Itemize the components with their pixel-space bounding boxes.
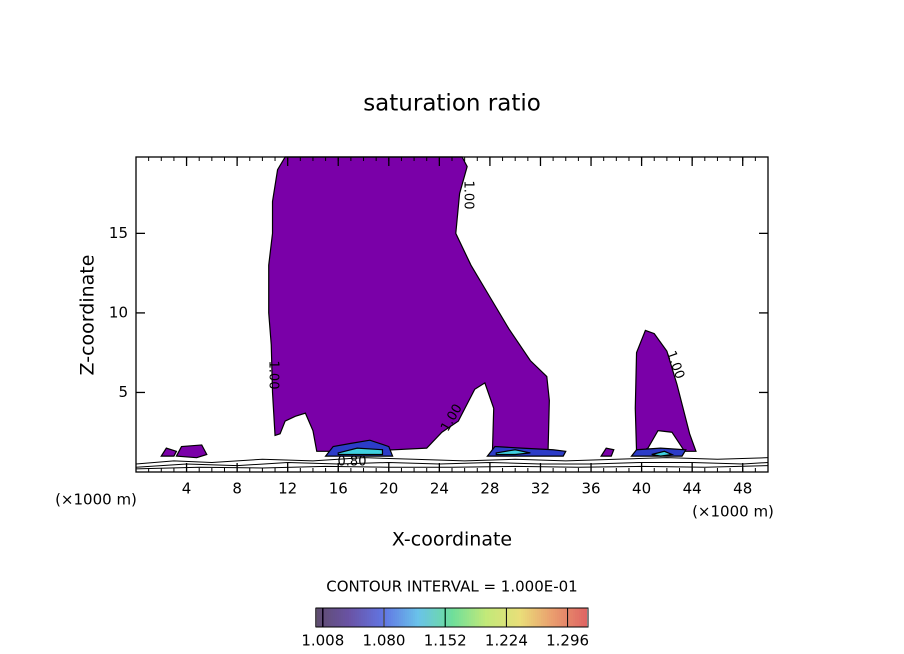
contour-label: 1.00 [461, 181, 476, 210]
x-tick-label: 16 [329, 480, 348, 498]
chart-title: saturation ratio [363, 91, 541, 117]
colorbar-label: 1.080 [363, 632, 406, 650]
contour-line [135, 457, 769, 465]
x-tick-label: 4 [182, 480, 192, 498]
y-tick-label: 5 [118, 383, 128, 401]
colorbar-frame [315, 607, 589, 628]
x-tick-label: 32 [531, 480, 550, 498]
contour-region [175, 444, 208, 459]
x-axis-title: X-coordinate [392, 529, 512, 551]
contour-region [634, 329, 697, 452]
x-tick-label: 8 [232, 480, 242, 498]
contour-region [268, 156, 550, 452]
y-tick-label: 10 [109, 303, 128, 321]
x-tick-label: 48 [733, 480, 752, 498]
contour-region [651, 450, 675, 457]
x-tick-label: 28 [480, 480, 499, 498]
y-axis-title: Z-coordinate [77, 255, 99, 376]
contour-interval: CONTOUR INTERVAL = 1.000E-01 [326, 578, 577, 596]
contour-line [135, 461, 769, 468]
contour-region [337, 447, 384, 456]
x-unit: (×1000 m) [55, 491, 137, 509]
x-unit: (×1000 m) [692, 503, 774, 521]
colorbar-label: 1.296 [546, 632, 589, 650]
contour-region [495, 449, 531, 456]
y-tick-label: 15 [109, 224, 128, 242]
x-tick-label: 20 [379, 480, 398, 498]
x-tick-label: 24 [430, 480, 449, 498]
contour-label: 1.00 [266, 361, 281, 390]
x-tick-label: 12 [278, 480, 297, 498]
contour-region [160, 447, 178, 457]
contour-line [135, 465, 769, 470]
colorbar-label: 1.008 [301, 632, 344, 650]
x-tick-label: 40 [632, 480, 651, 498]
colorbar-label: 1.224 [485, 632, 528, 650]
colorbar-label: 1.152 [424, 632, 467, 650]
contour-label: 0.80 [338, 455, 367, 470]
x-tick-label: 44 [683, 480, 702, 498]
x-tick-label: 36 [581, 480, 600, 498]
contour-region [600, 447, 615, 457]
